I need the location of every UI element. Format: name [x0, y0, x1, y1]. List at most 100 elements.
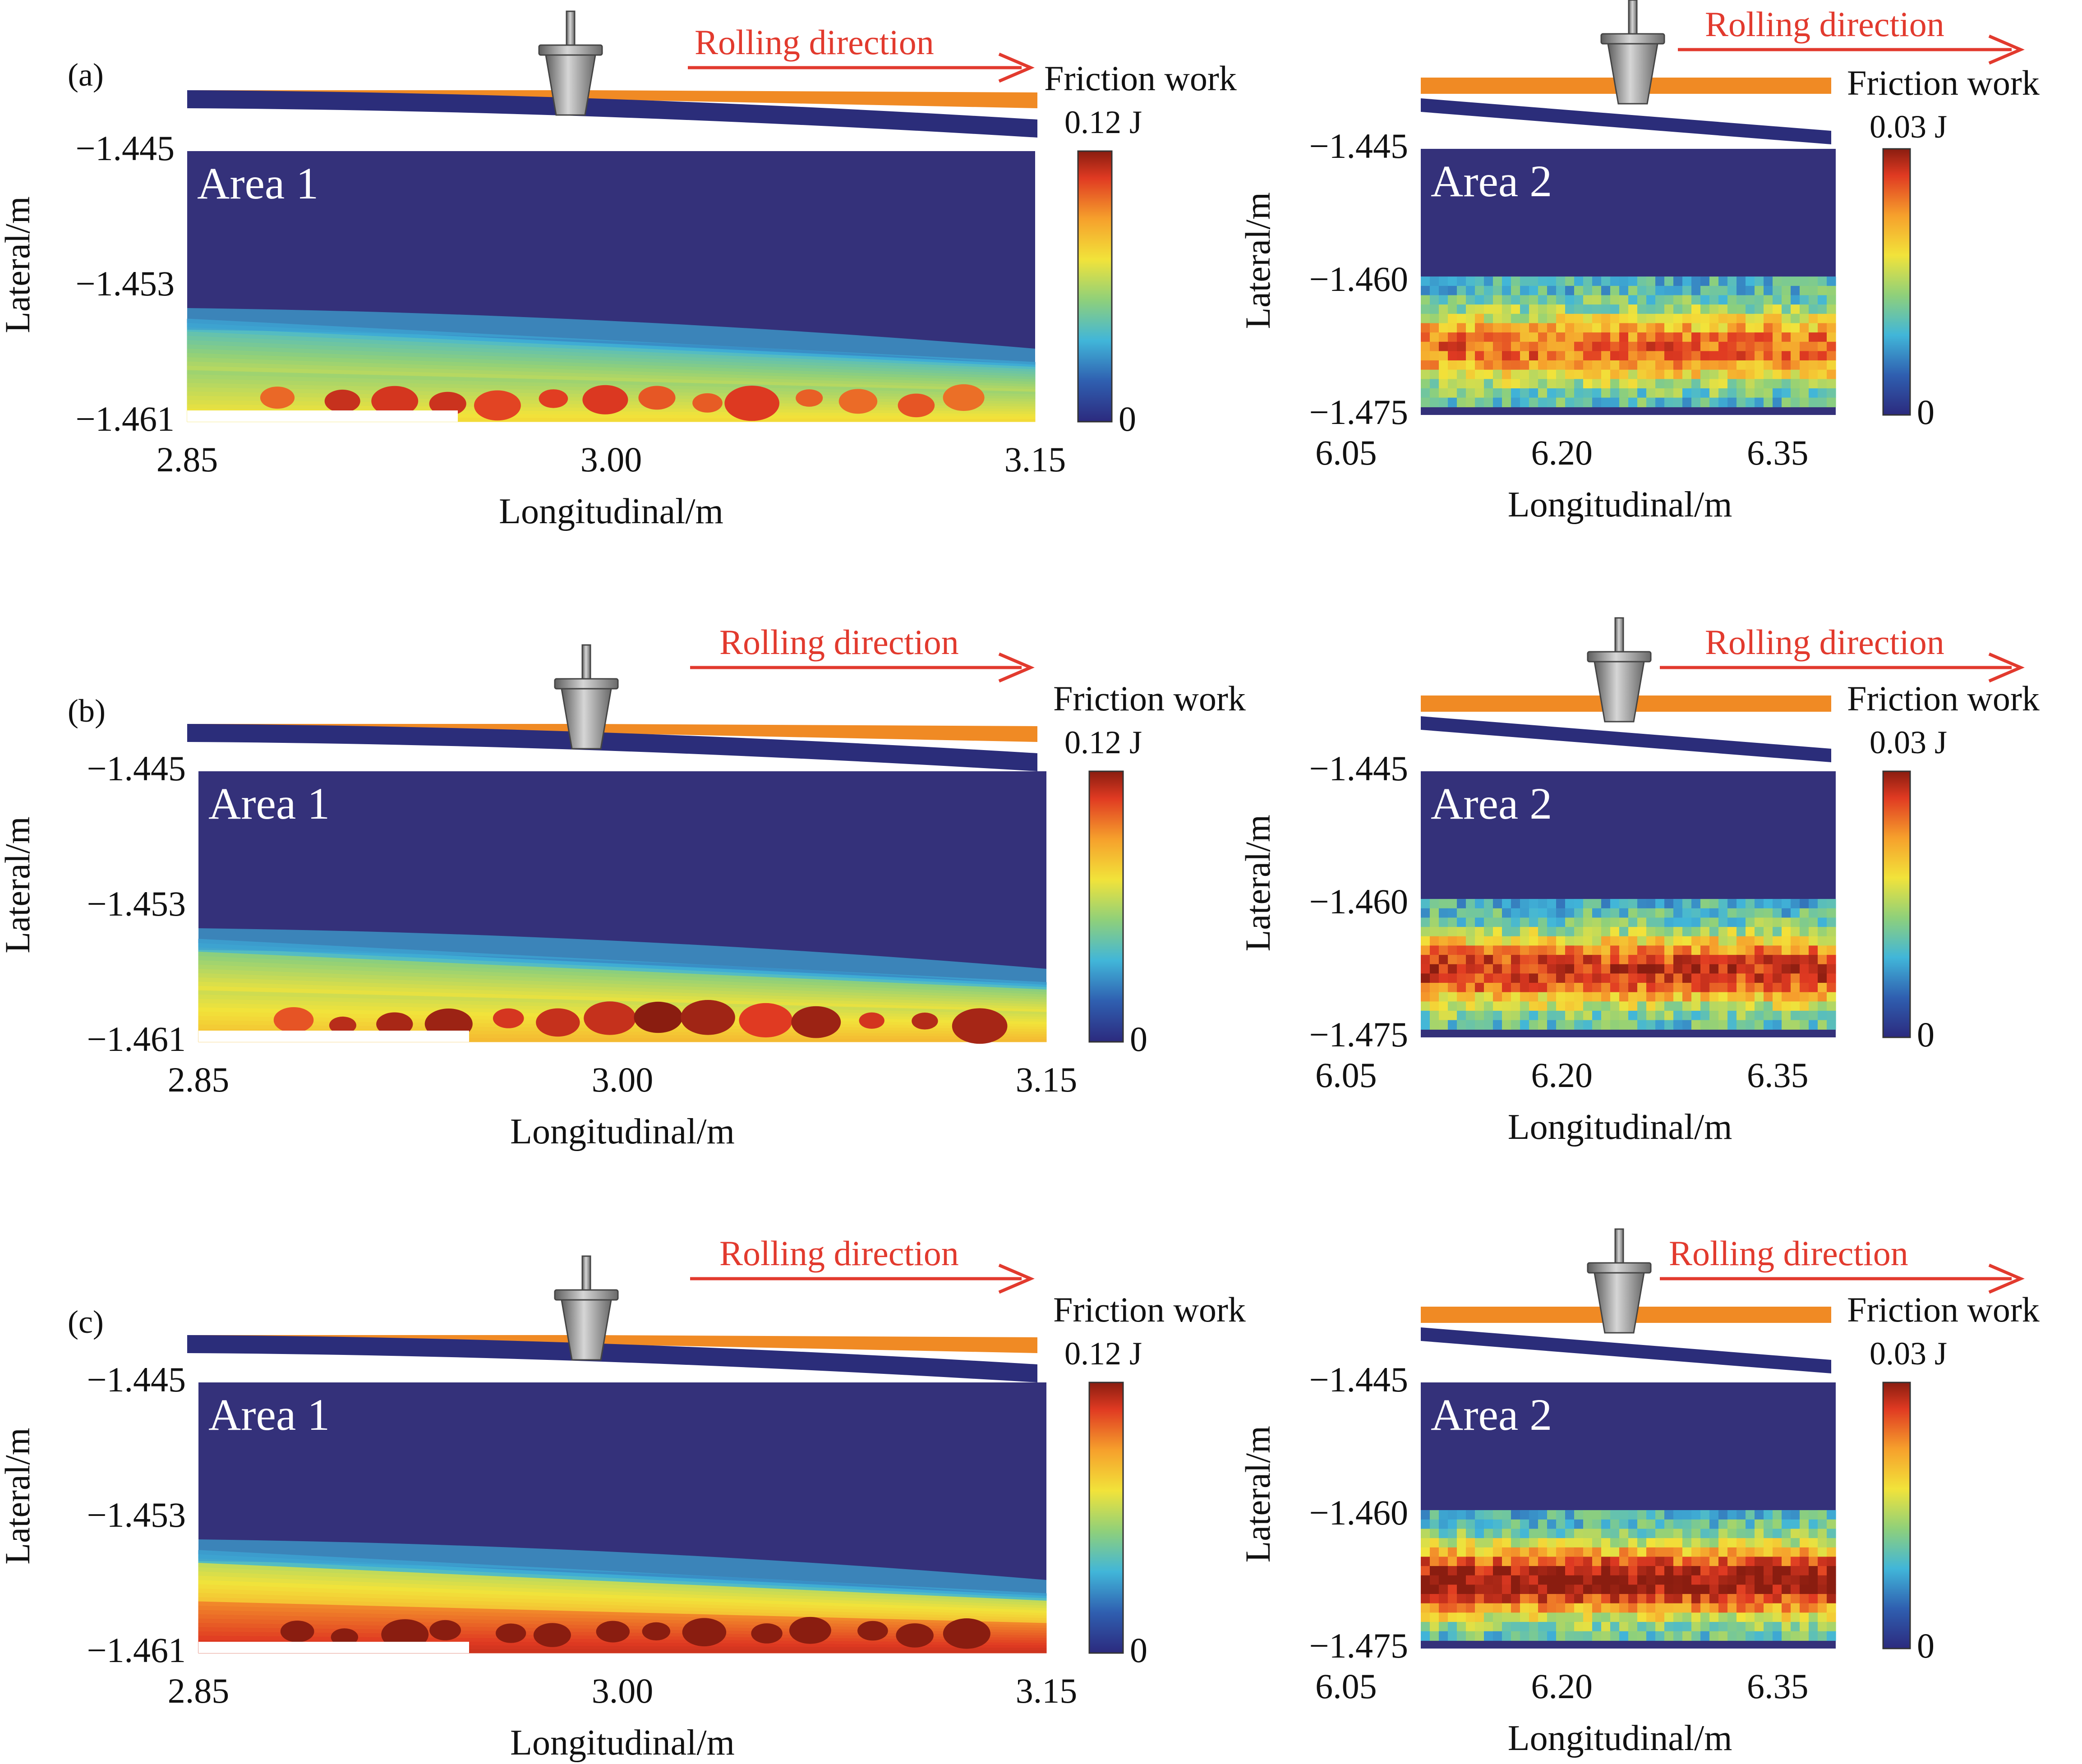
- hot-spot: [474, 390, 521, 421]
- friction-cell: [1448, 964, 1457, 974]
- friction-cell: [1484, 1011, 1493, 1021]
- friction-cell: [1538, 1529, 1548, 1538]
- friction-cell: [1782, 323, 1791, 333]
- friction-cell: [1538, 332, 1548, 342]
- friction-cell: [1782, 1529, 1791, 1538]
- friction-cell: [1791, 1529, 1800, 1538]
- friction-cell: [1737, 964, 1746, 974]
- friction-cell: [1709, 1612, 1719, 1622]
- friction-cell: [1718, 936, 1728, 946]
- friction-cell: [1511, 351, 1520, 361]
- friction-cell: [1610, 1622, 1620, 1632]
- friction-cell: [1673, 1011, 1683, 1021]
- friction-cell: [1529, 1529, 1538, 1538]
- friction-cell: [1529, 295, 1538, 305]
- friction-cell: [1709, 1529, 1719, 1538]
- friction-cell: [1421, 304, 1430, 314]
- friction-cell: [1764, 1538, 1773, 1548]
- friction-cell: [1827, 1612, 1836, 1622]
- friction-cell: [1809, 276, 1818, 286]
- friction-cell: [1619, 1622, 1629, 1632]
- friction-cell: [1448, 313, 1457, 324]
- friction-cell: [1439, 1001, 1448, 1011]
- friction-cell: [1583, 899, 1593, 909]
- area-label: Area 2: [1431, 156, 1552, 206]
- friction-cell: [1664, 1519, 1674, 1529]
- friction-cell: [1457, 973, 1466, 983]
- friction-cell: [1827, 1510, 1836, 1520]
- friction-cell: [1709, 1510, 1719, 1520]
- friction-cell: [1592, 379, 1602, 389]
- friction-cell: [1592, 899, 1602, 909]
- friction-cell: [1746, 1622, 1755, 1632]
- hot-spot: [724, 386, 779, 421]
- friction-cell: [1529, 323, 1538, 333]
- friction-cell: [1637, 369, 1647, 379]
- friction-cell: [1809, 388, 1818, 398]
- arrow-right-icon: [1678, 34, 2025, 65]
- friction-cell: [1746, 360, 1755, 370]
- y-tick-label: −1.445: [76, 129, 175, 168]
- friction-cell: [1592, 1631, 1602, 1641]
- friction-cell: [1818, 1594, 1827, 1604]
- friction-cell: [1556, 369, 1566, 379]
- colorbar-max-label: 0.12 J: [1064, 104, 1142, 140]
- friction-cell: [1466, 983, 1475, 993]
- friction-cell: [1421, 313, 1430, 324]
- friction-cell: [1421, 1011, 1430, 1021]
- friction-cell: [1764, 332, 1773, 342]
- friction-cell: [1601, 1575, 1611, 1585]
- friction-cell: [1746, 945, 1755, 955]
- colorbar: [1088, 1382, 1124, 1654]
- friction-cell: [1764, 351, 1773, 361]
- friction-cell: [1574, 936, 1584, 946]
- friction-cell: [1538, 397, 1548, 407]
- friction-cell: [1484, 964, 1493, 974]
- friction-cell: [1493, 927, 1502, 937]
- friction-cell: [1511, 341, 1520, 351]
- friction-cell: [1511, 369, 1520, 379]
- friction-cell: [1727, 295, 1737, 305]
- friction-cell: [1691, 1020, 1701, 1030]
- friction-cell: [1773, 1566, 1782, 1576]
- friction-cell: [1655, 351, 1665, 361]
- friction-cell: [1574, 973, 1584, 983]
- friction-cell: [1827, 1566, 1836, 1576]
- friction-cell: [1818, 397, 1827, 407]
- friction-cell: [1466, 1001, 1475, 1011]
- friction-cell: [1782, 1575, 1791, 1585]
- friction-cell: [1538, 927, 1548, 937]
- friction-cell: [1421, 1519, 1430, 1529]
- friction-cell: [1421, 945, 1430, 955]
- friction-cell: [1791, 360, 1800, 370]
- friction-cell: [1664, 304, 1674, 314]
- friction-cell: [1574, 1011, 1584, 1021]
- friction-cell: [1493, 1538, 1502, 1548]
- friction-cell: [1520, 1594, 1529, 1604]
- friction-cell: [1673, 1538, 1683, 1548]
- friction-cell: [1727, 992, 1737, 1002]
- friction-cell: [1709, 1566, 1719, 1576]
- friction-cell: [1619, 927, 1629, 937]
- friction-cell: [1592, 927, 1602, 937]
- friction-cell: [1718, 1594, 1728, 1604]
- friction-cell: [1520, 992, 1529, 1002]
- friction-cell: [1556, 899, 1566, 909]
- friction-cell: [1511, 955, 1520, 965]
- friction-cell: [1709, 1603, 1719, 1613]
- friction-cell: [1764, 1612, 1773, 1622]
- friction-cell: [1556, 973, 1566, 983]
- friction-cell: [1800, 899, 1809, 909]
- friction-cell: [1520, 955, 1529, 965]
- friction-cell: [1700, 323, 1710, 333]
- friction-cell: [1700, 899, 1710, 909]
- friction-cell: [1421, 1575, 1430, 1585]
- friction-cell: [1502, 992, 1511, 1002]
- friction-cell: [1547, 1510, 1557, 1520]
- friction-cell: [1764, 341, 1773, 351]
- friction-cell: [1818, 276, 1827, 286]
- friction-cell: [1619, 1001, 1629, 1011]
- friction-cell: [1547, 1529, 1557, 1538]
- friction-cell: [1637, 397, 1647, 407]
